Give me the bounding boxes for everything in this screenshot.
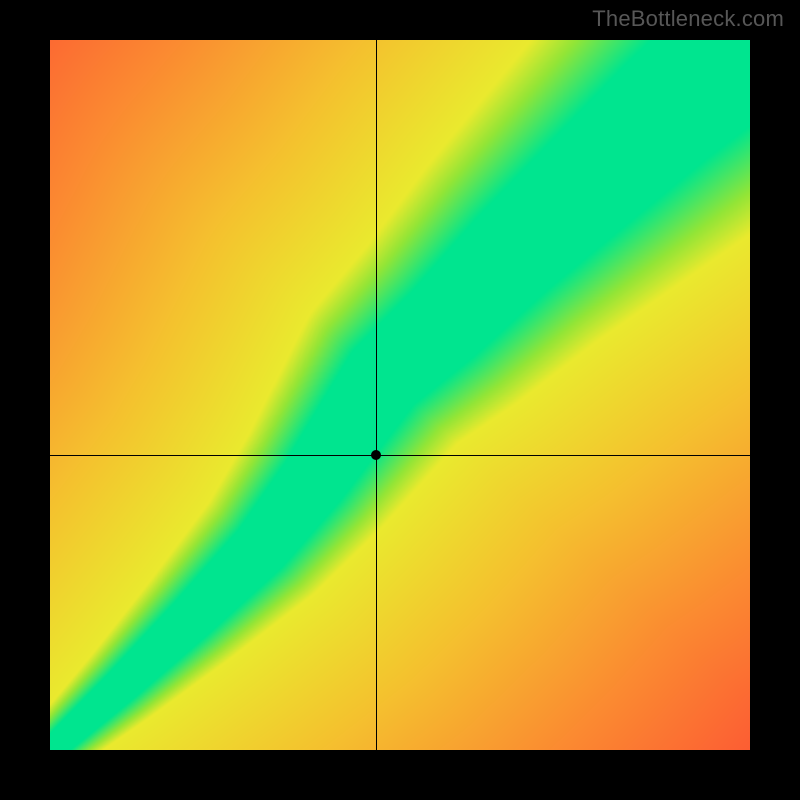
crosshair-marker (371, 450, 381, 460)
crosshair-vertical (376, 40, 377, 750)
heatmap-canvas (50, 40, 750, 750)
bottleneck-heatmap (50, 40, 750, 750)
watermark-text: TheBottleneck.com (592, 6, 784, 32)
crosshair-horizontal (50, 455, 750, 456)
